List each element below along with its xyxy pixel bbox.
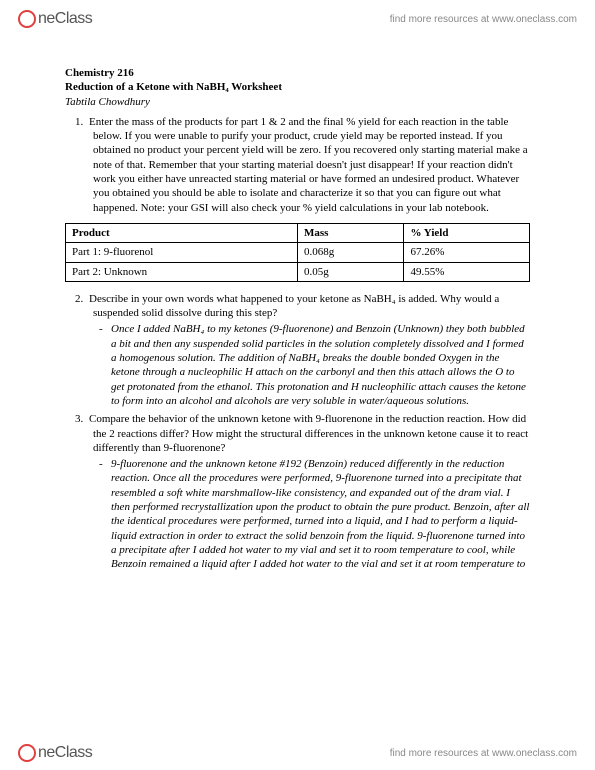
cell-product-1: Part 1: 9-fluorenol — [66, 243, 298, 262]
table-row: Part 1: 9-fluorenol 0.068g 67.26% — [66, 243, 530, 262]
table-row: Part 2: Unknown 0.05g 49.55% — [66, 262, 530, 281]
question-list: 1.Enter the mass of the products for par… — [65, 115, 530, 215]
q2-text: Describe in your own words what happened… — [89, 293, 499, 319]
footer-bar: neClass find more resources at www.onecl… — [0, 744, 595, 762]
logo: neClass — [18, 10, 92, 28]
footer-logo: neClass — [18, 744, 92, 762]
cell-yield-1: 67.26% — [404, 243, 530, 262]
cell-product-2: Part 2: Unknown — [66, 262, 298, 281]
results-table: Product Mass % Yield Part 1: 9-fluorenol… — [65, 223, 530, 282]
logo-text: neClass — [38, 10, 92, 28]
logo-circle-icon — [18, 744, 36, 762]
table-header-row: Product Mass % Yield — [66, 223, 530, 242]
q2-number: 2. — [75, 292, 89, 306]
author-name: Tabtila Chowdhury — [65, 95, 530, 109]
q1-number: 1. — [75, 115, 89, 129]
q3-text: Compare the behavior of the unknown keto… — [89, 413, 528, 454]
col-mass: Mass — [298, 223, 404, 242]
cell-yield-2: 49.55% — [404, 262, 530, 281]
cell-mass-2: 0.05g — [298, 262, 404, 281]
cell-mass-1: 0.068g — [298, 243, 404, 262]
worksheet-title: Reduction of a Ketone with NaBH₄ Workshe… — [65, 80, 530, 94]
q3-answer: 9-fluorenone and the unknown ketone #192… — [93, 457, 530, 571]
title-block: Chemistry 216 Reduction of a Ketone with… — [65, 66, 530, 109]
course-title: Chemistry 216 — [65, 66, 530, 80]
document-content: Chemistry 216 Reduction of a Ketone with… — [0, 36, 595, 572]
question-2: 2.Describe in your own words what happen… — [93, 292, 530, 408]
logo-circle-icon — [18, 10, 36, 28]
footer-resource-link[interactable]: find more resources at www.oneclass.com — [390, 748, 577, 759]
q1-text: Enter the mass of the products for part … — [89, 116, 528, 214]
header-bar: neClass find more resources at www.onecl… — [0, 0, 595, 36]
col-product: Product — [66, 223, 298, 242]
header-resource-link[interactable]: find more resources at www.oneclass.com — [390, 14, 577, 25]
question-3: 3.Compare the behavior of the unknown ke… — [93, 412, 530, 571]
col-yield: % Yield — [404, 223, 530, 242]
question-list-2: 2.Describe in your own words what happen… — [65, 292, 530, 572]
q3-number: 3. — [75, 412, 89, 426]
q2-answer: Once I added NaBH₄ to my ketones (9-fluo… — [93, 322, 530, 408]
question-1: 1.Enter the mass of the products for par… — [93, 115, 530, 215]
footer-logo-text: neClass — [38, 744, 92, 762]
